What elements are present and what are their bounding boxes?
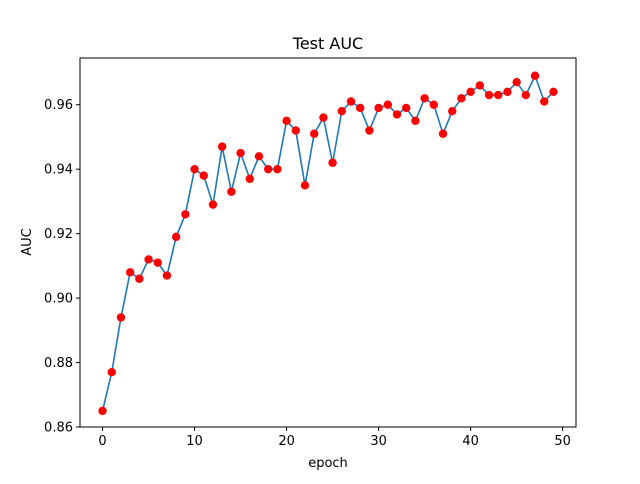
data-point: [383, 100, 393, 109]
data-point: [411, 116, 420, 126]
data-point: [512, 77, 521, 87]
plot-frame: [79, 57, 577, 428]
y-tick-label: 0.90: [44, 292, 73, 307]
x-tick-label: 30: [370, 434, 387, 449]
data-point: [227, 187, 236, 196]
data-point: [356, 103, 365, 113]
data-point: [144, 255, 153, 264]
data-point: [208, 200, 218, 209]
data-point: [494, 90, 503, 100]
data-point: [328, 158, 337, 167]
data-point: [171, 232, 181, 242]
data-point: [402, 103, 411, 113]
data-point: [392, 110, 402, 119]
data-point: [254, 152, 264, 161]
data-point: [116, 313, 126, 322]
series-layer: [98, 71, 558, 416]
data-point: [521, 90, 531, 100]
data-point: [374, 103, 383, 113]
data-point: [420, 94, 429, 103]
x-tick-label: 10: [186, 434, 203, 449]
data-point: [438, 129, 448, 138]
y-tick-label: 0.92: [44, 227, 73, 242]
data-point: [549, 87, 558, 97]
data-point: [346, 97, 356, 106]
x-axis-label: epoch: [308, 456, 348, 471]
data-point: [429, 100, 439, 109]
x-tick-label: 40: [462, 434, 479, 449]
data-point: [273, 164, 282, 174]
data-point: [310, 129, 319, 138]
chart-title: Test AUC: [292, 34, 363, 53]
data-point: [245, 174, 254, 184]
x-tick-label: 20: [278, 434, 295, 449]
data-point: [319, 113, 328, 122]
data-point: [162, 271, 172, 280]
x-tick-label: 0: [98, 434, 106, 449]
data-point: [263, 164, 273, 174]
data-point: [98, 406, 107, 416]
data-point: [217, 142, 227, 151]
data-point: [475, 81, 485, 90]
data-point: [153, 258, 162, 267]
y-tick-label: 0.96: [44, 98, 73, 113]
plot-area: [80, 58, 576, 427]
data-point: [530, 71, 540, 80]
data-point: [125, 268, 135, 277]
data-point: [181, 210, 190, 219]
data-point: [466, 87, 475, 97]
data-point: [135, 274, 144, 283]
data-point: [190, 164, 199, 174]
y-tick-label: 0.86: [44, 421, 73, 436]
y-axis-label: AUC: [20, 228, 35, 256]
x-tick-label: 50: [554, 434, 571, 449]
data-point: [448, 106, 457, 116]
data-point: [503, 87, 512, 97]
data-point: [199, 171, 208, 180]
data-point: [291, 126, 300, 135]
data-point: [457, 94, 466, 103]
data-point: [107, 368, 116, 377]
data-point: [365, 126, 374, 135]
data-point: [337, 106, 346, 116]
data-point: [484, 90, 494, 100]
ticks-layer: 0 10 20 30 40 50 0.86 0.88 0.90 0.92 0.94 0.96: [44, 98, 571, 449]
y-tick-label: 0.94: [44, 163, 73, 178]
data-point: [540, 97, 549, 106]
data-point: [282, 116, 291, 126]
data-point: [236, 148, 245, 158]
y-tick-label: 0.88: [44, 356, 73, 371]
data-point: [300, 181, 310, 190]
